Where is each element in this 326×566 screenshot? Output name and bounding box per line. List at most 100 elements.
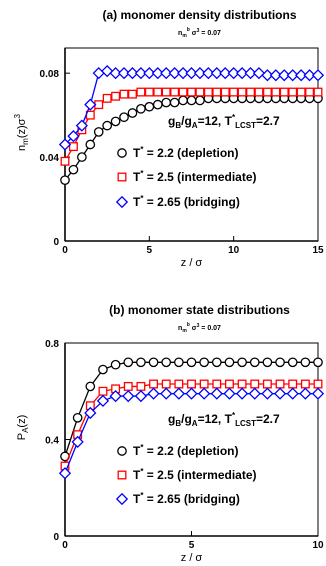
data-point (136, 357, 146, 368)
series-circle (60, 357, 323, 462)
data-point (160, 67, 173, 80)
chart-subtitle: nmb σ3 = 0.07 (178, 27, 221, 39)
data-point (311, 69, 325, 82)
data-point (299, 387, 312, 400)
legend-label: T* = 2.2 (depletion) (133, 145, 238, 160)
data-point (220, 87, 230, 97)
data-point (313, 357, 323, 368)
legend-marker (115, 195, 129, 209)
data-point (172, 387, 185, 400)
data-point (85, 381, 96, 392)
y-axis-label: PA(z) (16, 415, 30, 441)
x-tick-label: 0 (62, 540, 68, 551)
series-line (64, 97, 318, 181)
data-point (288, 379, 298, 389)
x-tick-label: 10 (312, 540, 324, 551)
data-point (134, 67, 148, 80)
data-point (229, 87, 239, 97)
data-point (71, 435, 84, 449)
data-point (237, 87, 247, 97)
data-point (195, 87, 205, 97)
data-point (128, 89, 137, 99)
legend-label: T* = 2.65 (bridging) (133, 491, 240, 506)
data-point (110, 359, 121, 370)
data-point (178, 87, 188, 97)
x-tick-label: 10 (228, 245, 240, 256)
chart-title: (a) monomer density distributions (102, 8, 296, 22)
data-point (313, 87, 323, 97)
data-point (68, 164, 79, 175)
data-point (202, 67, 215, 80)
data-point (111, 91, 121, 101)
data-point (93, 127, 104, 137)
legend-marker (117, 446, 127, 456)
data-point (261, 387, 274, 400)
x-tick-label: 5 (189, 540, 195, 551)
data-point (237, 357, 247, 368)
data-point (219, 67, 232, 80)
data-point (248, 387, 261, 400)
data-point (117, 67, 131, 80)
data-point (136, 103, 146, 114)
data-point (262, 87, 272, 97)
data-point (136, 381, 146, 391)
y-tick-label: 0.8 (45, 339, 59, 350)
data-point (123, 381, 133, 391)
x-tick-label: 5 (147, 245, 153, 256)
chart-title: (b) monomer state distributions (109, 303, 290, 317)
x-axis-label: z / σ (181, 552, 203, 564)
data-point (262, 357, 273, 368)
y-tick-label: 0.04 (40, 153, 60, 164)
data-point (269, 69, 282, 82)
y-tick-label: 0.08 (40, 69, 60, 80)
data-point (176, 67, 190, 80)
data-point (224, 357, 235, 368)
data-point (60, 156, 70, 166)
legend-marker (115, 492, 129, 506)
data-point (161, 87, 171, 97)
data-point (68, 142, 78, 152)
data-point (75, 119, 88, 132)
data-point (67, 129, 80, 143)
data-point (84, 406, 97, 420)
data-point (109, 67, 122, 80)
data-point (275, 379, 285, 389)
data-point (72, 412, 83, 423)
data-point (286, 387, 299, 400)
data-point (212, 87, 222, 97)
data-point (185, 387, 198, 400)
data-point (303, 69, 316, 82)
data-point (84, 98, 97, 111)
legend-label: T* = 2.5 (intermediate) (133, 169, 257, 184)
data-point (92, 67, 105, 80)
data-point (85, 139, 96, 150)
data-point (262, 379, 272, 389)
data-point (161, 357, 172, 368)
data-point (101, 64, 114, 78)
data-point (168, 67, 181, 80)
series-line (64, 361, 318, 457)
data-point (311, 387, 325, 400)
x-axis-label: z / σ (181, 257, 203, 269)
data-point (195, 95, 205, 106)
data-point (152, 99, 163, 110)
data-point (186, 95, 197, 106)
data-point (210, 67, 223, 80)
series-square (60, 379, 323, 471)
data-point (161, 379, 171, 389)
data-point (110, 116, 121, 127)
data-point (249, 357, 260, 368)
legend-label: T* = 2.2 (depletion) (133, 443, 238, 458)
data-point (288, 87, 298, 97)
data-point (305, 87, 315, 97)
chart-subtitle: nmb σ3 = 0.07 (178, 322, 221, 334)
data-point (227, 67, 240, 80)
data-point (185, 67, 198, 80)
data-point (77, 152, 87, 162)
data-point (237, 379, 247, 389)
legend-marker (117, 148, 127, 158)
chart-annotation: gB/gA=12, T*LCST=2.7 (168, 411, 280, 428)
data-point (212, 379, 222, 389)
data-point (186, 357, 197, 368)
data-point (160, 387, 173, 400)
